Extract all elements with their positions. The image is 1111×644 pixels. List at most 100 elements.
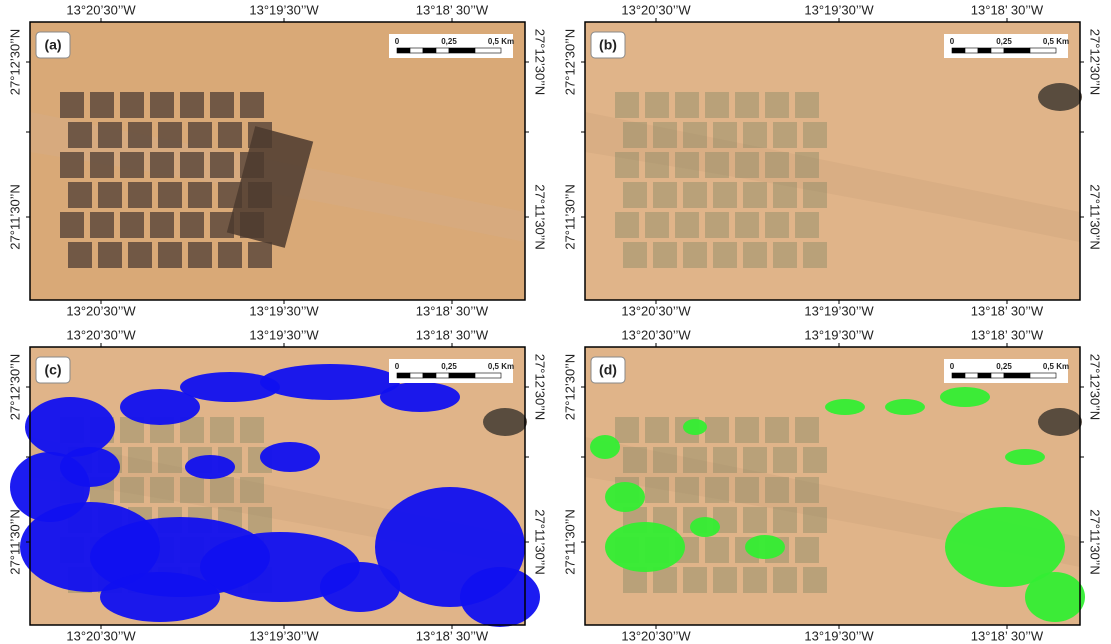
field	[675, 152, 699, 178]
field	[795, 477, 819, 503]
right-coordinate: 27°12’30’’N	[1088, 29, 1103, 95]
cloud	[1038, 83, 1082, 111]
scale-label: 0,25	[441, 362, 457, 371]
water-mask	[590, 435, 620, 459]
field	[653, 447, 677, 473]
field	[128, 447, 152, 473]
field	[795, 212, 819, 238]
field	[683, 242, 707, 268]
field	[795, 537, 819, 563]
field	[645, 92, 669, 118]
bottom-coordinate: 13°18’ 30’’W	[416, 303, 489, 318]
field	[68, 122, 92, 148]
field	[743, 567, 767, 593]
bottom-coordinate: 13°19’30’’W	[804, 628, 874, 643]
top-coordinate: 13°19’30’’W	[249, 2, 319, 17]
bottom-coordinate: 13°20’30’’W	[621, 628, 691, 643]
field	[60, 212, 84, 238]
field	[773, 507, 797, 533]
field	[683, 182, 707, 208]
scale-label: 0,25	[996, 37, 1012, 46]
left-coordinate: 27°11’30’’N	[562, 184, 577, 249]
left-coordinate: 27°12’30’’N	[7, 354, 22, 420]
field	[68, 242, 92, 268]
field	[713, 567, 737, 593]
right-coordinate: 27°11’30’’N	[533, 184, 548, 249]
field	[120, 152, 144, 178]
top-coordinate: 13°19’30’’W	[804, 327, 874, 342]
panel: 13°20’30’’W13°20’30’’W13°19’30’’W13°19’3…	[562, 2, 1102, 318]
bottom-coordinate: 13°18’ 30’’W	[971, 303, 1044, 318]
top-coordinate: 13°18’ 30’’W	[416, 327, 489, 342]
scale-segment	[410, 373, 423, 378]
water-mask	[185, 455, 235, 479]
water-mask	[380, 382, 460, 412]
top-coordinate: 13°20’30’’W	[66, 2, 136, 17]
scale-segment	[423, 373, 436, 378]
field	[615, 92, 639, 118]
field	[713, 447, 737, 473]
scale-segment	[965, 48, 978, 53]
field	[210, 477, 234, 503]
field	[150, 477, 174, 503]
water-mask	[460, 567, 540, 627]
scale-segment	[978, 48, 991, 53]
top-coordinate: 13°18’ 30’’W	[416, 2, 489, 17]
field	[615, 417, 639, 443]
right-coordinate: 27°11’30’’N	[1088, 184, 1103, 249]
field	[180, 212, 204, 238]
field	[645, 152, 669, 178]
field	[150, 212, 174, 238]
scale-segment	[410, 48, 423, 53]
field	[735, 212, 759, 238]
field	[765, 212, 789, 238]
panel-label: (d)	[599, 362, 617, 378]
field	[210, 92, 234, 118]
field	[98, 122, 122, 148]
field	[795, 417, 819, 443]
field	[735, 152, 759, 178]
field	[150, 92, 174, 118]
field	[773, 182, 797, 208]
field	[743, 122, 767, 148]
water-mask	[605, 522, 685, 572]
scale-label: 0,5 Km	[1043, 362, 1069, 371]
top-coordinate: 13°19’30’’W	[804, 2, 874, 17]
field	[803, 122, 827, 148]
scale-label: 0,25	[996, 362, 1012, 371]
field	[180, 477, 204, 503]
water-mask	[745, 535, 785, 559]
scale-label: 0,5 Km	[1043, 37, 1069, 46]
field	[218, 122, 242, 148]
scale-segment	[952, 373, 965, 378]
field	[713, 242, 737, 268]
field	[120, 92, 144, 118]
right-coordinate: 27°12’30’’N	[533, 29, 548, 95]
field	[645, 477, 669, 503]
bottom-coordinate: 13°18’ 30’’W	[971, 628, 1044, 643]
left-coordinate: 27°12’30’’N	[562, 354, 577, 420]
field	[623, 447, 647, 473]
water-mask	[1005, 449, 1045, 465]
water-mask	[1025, 572, 1085, 622]
right-coordinate: 27°12’30’’N	[533, 354, 548, 420]
field	[623, 122, 647, 148]
left-coordinate: 27°12’30’’N	[7, 29, 22, 95]
field	[713, 182, 737, 208]
field	[803, 182, 827, 208]
field	[98, 242, 122, 268]
field	[803, 447, 827, 473]
left-coordinate: 27°11’30’’N	[7, 509, 22, 574]
field	[773, 242, 797, 268]
water-mask	[60, 447, 120, 487]
cloud	[483, 408, 527, 436]
right-coordinate: 27°12’30’’N	[1088, 354, 1103, 420]
right-coordinate: 27°11’30’’N	[1088, 509, 1103, 574]
field	[210, 152, 234, 178]
scale-label: 0,5 Km	[488, 37, 514, 46]
field	[150, 152, 174, 178]
left-coordinate: 27°12’30’’N	[562, 29, 577, 95]
field	[743, 182, 767, 208]
field	[803, 567, 827, 593]
scale-label: 0	[950, 37, 955, 46]
